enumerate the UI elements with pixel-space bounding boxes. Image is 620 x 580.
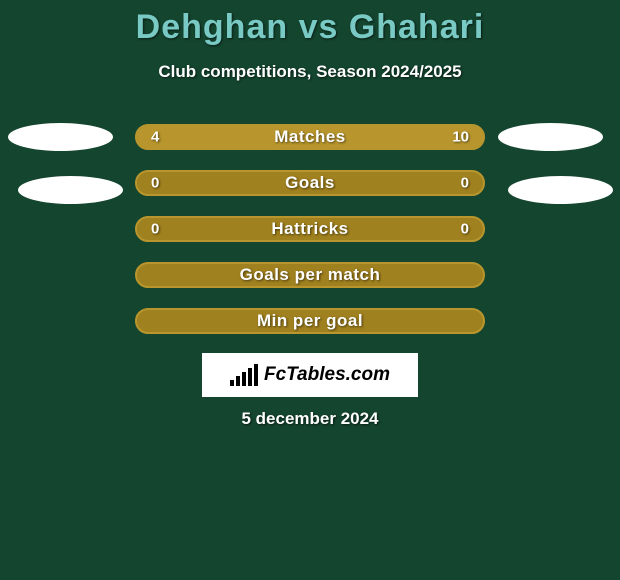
stat-row: Goals0 0 — [135, 170, 485, 196]
stat-label: Goals per match — [137, 265, 483, 285]
brand-text: FcTables.com — [264, 364, 390, 386]
stat-label: Min per goal — [137, 311, 483, 331]
stat-fill-right — [236, 126, 483, 148]
stat-label: Hattricks — [137, 219, 483, 239]
player1-badge-row1 — [18, 176, 123, 204]
stat-value-left: 0 — [151, 175, 159, 192]
stat-label: Goals — [137, 173, 483, 193]
player2-badge-row0 — [498, 123, 603, 151]
stat-rows: Matches410Goals00Hattricks00Goals per ma… — [135, 124, 485, 334]
stat-value-right: 0 — [461, 221, 469, 238]
player2-badge-row1 — [508, 176, 613, 204]
stat-value-left: 0 — [151, 221, 159, 238]
stat-value-right: 0 — [461, 175, 469, 192]
comparison-subtitle: Club competitions, Season 2024/2025 — [0, 62, 620, 82]
stat-row: Hattricks0 0 — [135, 216, 485, 242]
brand-badge: FcTables.com — [202, 353, 418, 397]
comparison-title: Dehghan vs Ghahari — [0, 8, 620, 47]
bar-chart-icon — [230, 364, 258, 386]
snapshot-date: 5 december 2024 — [241, 409, 378, 429]
stat-row: Min per goal — [135, 308, 485, 334]
stat-fill-left — [137, 126, 236, 148]
player1-badge-row0 — [8, 123, 113, 151]
stat-row: Matches410 — [135, 124, 485, 150]
stat-row: Goals per match — [135, 262, 485, 288]
